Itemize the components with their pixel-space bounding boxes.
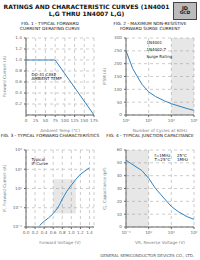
svg-text:200: 200 [114,61,122,66]
html-text:f=1MHz T=25°C: f=1MHz T=25°C [154,152,171,163]
svg-text:50: 50 [117,160,123,165]
html-text:Surge Rating: Surge Rating [146,53,173,59]
svg-text:0: 0 [25,118,28,123]
svg-text:50: 50 [43,118,49,123]
html-text:GENERAL SEMICONDUCTOR DEVICES: GENERAL SEMICONDUCTOR DEVICES CO., LTD. [100,253,194,258]
svg-text:1.2: 1.2 [15,46,22,51]
svg-text:10¹: 10¹ [168,230,175,235]
svg-text:100: 100 [61,118,69,123]
svg-text:1.2: 1.2 [77,230,84,235]
svg-text:0.6: 0.6 [15,79,22,84]
html-text:JD: JD [182,4,188,11]
svg-text:10¹: 10¹ [145,118,152,123]
svg-text:IFSM (A): IFSM (A) [102,67,107,85]
html-text:FIG. 1 - TYPICAL FORWARD CURRE: FIG. 1 - TYPICAL FORWARD CURRENT DERATIN… [20,21,80,31]
svg-text:0: 0 [119,112,122,117]
svg-text:10⁻¹: 10⁻¹ [121,230,131,235]
svg-text:VR, Reverse Voltage (V): VR, Reverse Voltage (V) [135,240,185,245]
svg-text:CJ, Capacitance (pF): CJ, Capacitance (pF) [102,167,107,210]
svg-text:Number of Cycles at 60Hz: Number of Cycles at 60Hz [133,128,188,133]
svg-text:10⁰: 10⁰ [122,118,129,123]
svg-text:10²: 10² [15,147,22,152]
svg-text:125: 125 [71,118,79,123]
svg-text:40: 40 [117,173,123,178]
html-text:GCD: GCD [179,10,191,16]
svg-text:25: 25 [33,118,39,123]
svg-text:0.6: 0.6 [50,230,57,235]
svg-text:10⁻¹: 10⁻¹ [13,205,23,210]
svg-text:100: 100 [114,87,122,92]
svg-text:20: 20 [117,199,123,204]
svg-text:75: 75 [52,118,58,123]
html-text:FIG. 3 - TYPICAL FORWARD CHARA: FIG. 3 - TYPICAL FORWARD CHARACTERISTICS [0,133,100,138]
svg-text:0.2: 0.2 [15,101,22,106]
svg-text:Ambient Temp (°C): Ambient Temp (°C) [40,128,80,133]
svg-text:150: 150 [80,118,88,123]
svg-text:10²: 10² [190,230,197,235]
svg-text:0.4: 0.4 [41,230,48,235]
svg-text:10⁰: 10⁰ [15,186,22,191]
svg-text:10³: 10³ [190,118,197,123]
svg-text:10⁰: 10⁰ [145,230,152,235]
svg-text:175: 175 [90,118,98,123]
svg-text:1.4: 1.4 [86,230,93,235]
svg-text:300: 300 [114,35,122,40]
svg-text:60: 60 [117,147,123,152]
svg-text:Forward Voltage (V): Forward Voltage (V) [39,240,81,245]
html-text:FIG. 4 - TYPICAL JUNCTION CAPA: FIG. 4 - TYPICAL JUNCTION CAPACITANCE [106,133,194,138]
svg-text:10: 10 [117,212,123,217]
svg-text:150: 150 [114,74,122,79]
svg-text:1.0: 1.0 [15,57,22,62]
html-text:1N4001: 1N4001 [146,40,163,46]
svg-text:0.4: 0.4 [15,90,22,95]
html-text:25°C 1MHz: 25°C 1MHz [177,152,189,163]
html-text:1N4002-7: 1N4002-7 [146,47,167,52]
svg-text:10²: 10² [168,118,175,123]
svg-text:0.0: 0.0 [23,230,30,235]
svg-text:30: 30 [117,186,123,191]
svg-text:50: 50 [117,100,123,105]
svg-text:10¹: 10¹ [15,167,22,172]
svg-text:1.4: 1.4 [15,35,22,40]
html-text:FIG. 2 - MAXIMUM NON-RESISTIVE: FIG. 2 - MAXIMUM NON-RESISTIVE FORWARD S… [113,21,187,31]
svg-text:1.0: 1.0 [68,230,75,235]
html-text:DO-41 CASE AMBIENT TEMP: DO-41 CASE AMBIENT TEMP [31,71,62,81]
html-text:RATINGS AND CHARACTERISTIC CUR: RATINGS AND CHARACTERISTIC CURVES (1N400… [3,3,170,17]
svg-text:0: 0 [119,224,122,229]
svg-text:IF, Forward Current (A): IF, Forward Current (A) [2,164,7,212]
svg-text:0.8: 0.8 [59,230,66,235]
svg-text:0.2: 0.2 [32,230,39,235]
html-text:Typical IF Curve: Typical IF Curve [31,156,48,167]
svg-text:250: 250 [114,48,122,53]
svg-text:Forward Current (A): Forward Current (A) [2,55,7,97]
svg-text:0.8: 0.8 [15,68,22,73]
svg-text:10⁻²: 10⁻² [13,224,23,229]
